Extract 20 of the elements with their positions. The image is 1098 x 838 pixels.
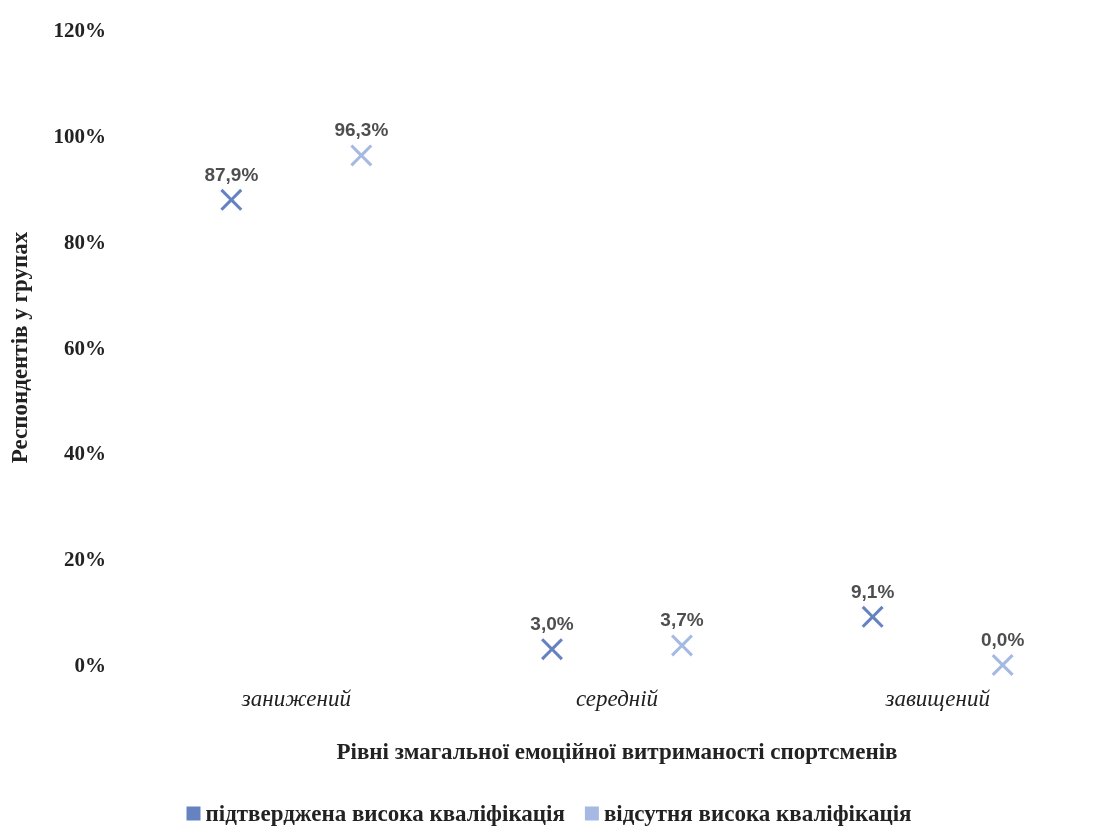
- data-label: 87,9%: [204, 163, 259, 185]
- y-tick-label: 100%: [53, 123, 106, 148]
- data-label: 9,1%: [851, 580, 895, 602]
- y-tick-label: 120%: [53, 18, 106, 42]
- x-tick-label: завищений: [884, 686, 991, 711]
- y-tick-label: 40%: [64, 441, 106, 466]
- y-tick-label: 60%: [64, 335, 106, 360]
- data-label: 96,3%: [334, 119, 389, 141]
- y-tick-label: 80%: [64, 229, 106, 254]
- legend-label: відсутня висока кваліфікація: [603, 801, 912, 826]
- data-label: 0,0%: [981, 629, 1025, 650]
- y-tick-label: 0%: [74, 653, 106, 677]
- x-tick-label: середній: [575, 686, 659, 711]
- x-axis-title: Рівні змагальної емоційної витриманості спортсменів: [336, 739, 898, 764]
- data-label: 3,0%: [530, 613, 574, 635]
- data-label: 3,7%: [660, 609, 704, 631]
- legend-label: підтверджена висока кваліфікація: [205, 801, 565, 826]
- y-tick-label: 20%: [64, 547, 106, 572]
- y-axis-title: Респондентів у групах: [7, 231, 32, 464]
- x-tick-label: занижений: [240, 686, 352, 711]
